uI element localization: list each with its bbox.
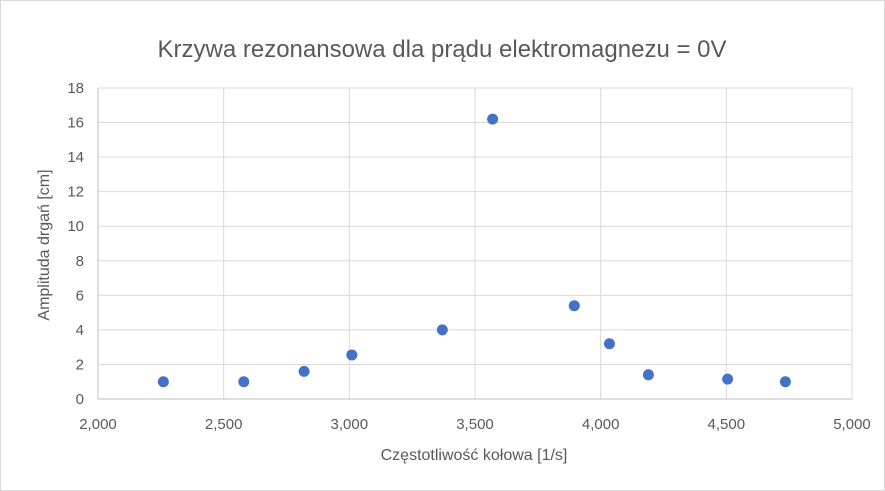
data-point — [722, 373, 734, 385]
x-tick-label: 2,000 — [79, 416, 117, 433]
y-tick-label: 8 — [76, 253, 84, 270]
y-tick-label: 16 — [67, 115, 84, 132]
x-tick-label: 4,500 — [708, 416, 746, 433]
gridlines — [98, 87, 853, 399]
data-point — [568, 300, 580, 312]
x-tick-label: 4,000 — [582, 416, 620, 433]
data-point — [346, 349, 358, 361]
y-tick-label: 6 — [76, 287, 84, 304]
data-points — [157, 113, 791, 388]
y-tick-label: 0 — [76, 391, 84, 408]
y-axis-label: Amplituda drgań [cm] — [36, 169, 53, 320]
y-tick-label: 10 — [67, 218, 84, 235]
x-tick-label: 5,000 — [833, 416, 871, 433]
x-tick-label: 2,500 — [205, 416, 243, 433]
x-tick-label: 3,500 — [456, 416, 494, 433]
axes — [97, 88, 852, 400]
chart-title: Krzywa rezonansowa dla prądu elektromagn… — [158, 36, 727, 63]
data-point — [238, 376, 250, 388]
data-point — [487, 113, 499, 125]
data-point — [298, 365, 310, 377]
data-point — [779, 376, 791, 388]
y-tick-label: 2 — [76, 356, 84, 373]
y-tick-label: 18 — [67, 80, 84, 97]
x-axis-label: Częstotliwość kołowa [1/s] — [381, 447, 568, 464]
data-point — [436, 324, 448, 336]
data-point — [603, 338, 615, 350]
data-point — [642, 369, 654, 381]
y-tick-label: 12 — [67, 184, 84, 201]
tick-labels: 0 2 4 6 8 10 12 14 16 18 2,000 2,500 3,000 3,500 4,000… — [67, 80, 870, 433]
y-tick-label: 14 — [67, 149, 84, 166]
data-point — [157, 376, 169, 388]
x-tick-label: 3,000 — [331, 416, 369, 433]
y-tick-label: 4 — [76, 322, 84, 339]
